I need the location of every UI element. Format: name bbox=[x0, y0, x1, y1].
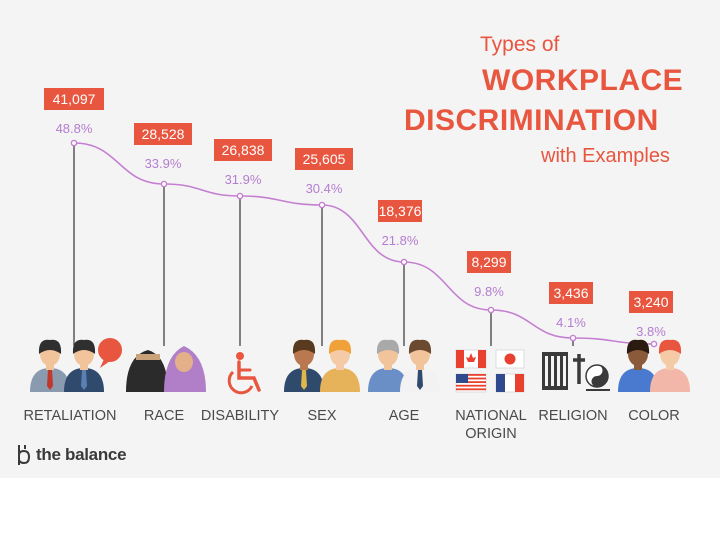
count-label-0: 41,097 bbox=[53, 91, 96, 107]
data-point-3 bbox=[318, 201, 326, 209]
old-young-men-icon bbox=[368, 339, 440, 392]
coworkers-arguing-icon bbox=[30, 338, 122, 392]
category-label-3: SEX bbox=[307, 408, 336, 424]
count-label-4: 18,376 bbox=[379, 203, 422, 219]
count-label-3: 25,605 bbox=[303, 151, 346, 167]
title-discrimination: DISCRIMINATION bbox=[404, 104, 659, 137]
percent-label-1: 33.9% bbox=[145, 156, 182, 171]
category-label-7: COLOR bbox=[628, 408, 680, 424]
country-flags-icon bbox=[455, 349, 525, 393]
count-badge-4 bbox=[378, 200, 422, 222]
veiled-women-icon bbox=[126, 346, 206, 392]
count-badge-2 bbox=[214, 139, 272, 161]
count-label-7: 3,240 bbox=[633, 294, 668, 310]
category-icons bbox=[30, 338, 690, 395]
drop-lines bbox=[73, 143, 655, 346]
count-label-5: 8,299 bbox=[471, 254, 506, 270]
data-point-5 bbox=[487, 306, 495, 314]
count-label-6: 3,436 bbox=[553, 285, 588, 301]
title-types-of: Types of bbox=[480, 33, 560, 56]
title-with-examples: with Examples bbox=[541, 145, 670, 167]
infographic-panel: 41,097 48.8% 28,528 33.9% 26,838 31.9% 25,605 3… bbox=[0, 0, 720, 478]
count-badge-3 bbox=[295, 148, 353, 170]
the-balance-logo-icon bbox=[18, 445, 31, 465]
religious-symbols-icon bbox=[542, 352, 610, 391]
category-label-0: RETALIATION bbox=[24, 408, 117, 424]
data-point-4 bbox=[400, 258, 408, 266]
category-label-2: DISABILITY bbox=[201, 408, 279, 424]
percent-label-2: 31.9% bbox=[225, 172, 262, 187]
brand-name: the balance bbox=[36, 445, 127, 464]
discrimination-chart: 41,097 48.8% 28,528 33.9% 26,838 31.9% 25,605 3… bbox=[24, 88, 690, 442]
category-label-5: NATIONAL ORIGIN bbox=[455, 408, 526, 442]
count-label-1: 28,528 bbox=[142, 126, 185, 142]
data-point-7 bbox=[650, 340, 658, 348]
category-labels: RETALIATION RACE DISABILITY SEX AGE NATIONAL O… bbox=[24, 408, 680, 442]
trend-line bbox=[70, 139, 658, 348]
diverse-people-icon bbox=[618, 339, 690, 392]
data-point-2 bbox=[236, 192, 244, 200]
wheelchair-icon bbox=[227, 352, 261, 395]
category-label-4: AGE bbox=[389, 408, 420, 424]
percent-label-7: 3.8% bbox=[636, 324, 666, 339]
percent-label-5: 9.8% bbox=[474, 284, 504, 299]
title-workplace: WORKPLACE bbox=[482, 64, 684, 97]
percent-label-4: 21.8% bbox=[382, 233, 419, 248]
category-label-1: RACE bbox=[144, 408, 185, 424]
brand-logo: the balance bbox=[16, 442, 127, 468]
count-label-2: 26,838 bbox=[222, 142, 265, 158]
trend-line-path bbox=[73, 142, 655, 345]
count-badge-1 bbox=[134, 123, 192, 145]
data-point-0 bbox=[70, 139, 78, 147]
count-badge-5 bbox=[467, 251, 511, 273]
percent-label-3: 30.4% bbox=[306, 181, 343, 196]
data-point-1 bbox=[160, 180, 168, 188]
count-badge-7 bbox=[629, 291, 673, 313]
count-badge-6 bbox=[549, 282, 593, 304]
percent-label-0: 48.8% bbox=[56, 121, 93, 136]
count-badge-0 bbox=[44, 88, 104, 110]
man-woman-icon bbox=[284, 339, 360, 392]
category-label-6: RELIGION bbox=[538, 408, 607, 424]
value-labels: 41,097 48.8% 28,528 33.9% 26,838 31.9% 25,605 3… bbox=[44, 88, 673, 339]
percent-label-6: 4.1% bbox=[556, 315, 586, 330]
data-point-6 bbox=[569, 334, 577, 342]
